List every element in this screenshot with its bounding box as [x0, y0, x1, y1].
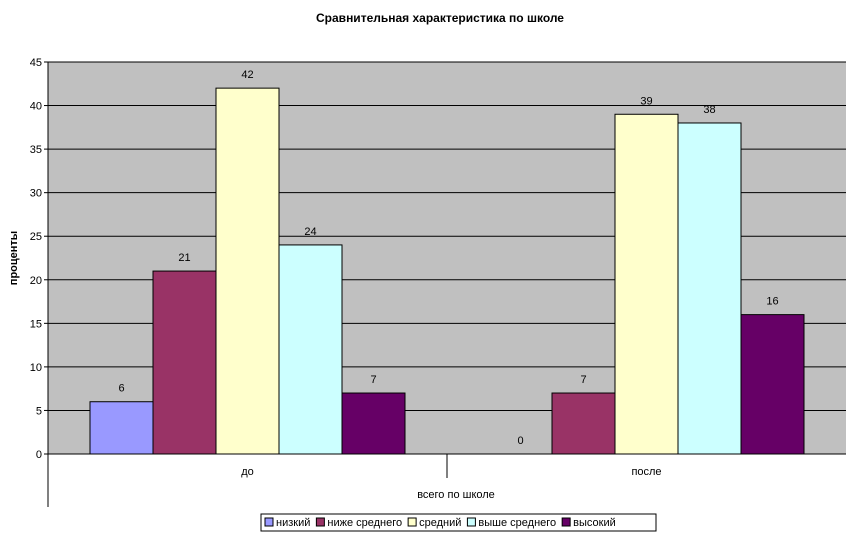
data-label: 0: [517, 435, 523, 447]
legend-box: [260, 513, 657, 532]
data-label: 6: [118, 383, 124, 395]
x-axis-group-label: всего по школе: [417, 489, 495, 501]
bar: [278, 244, 343, 455]
bar: [740, 314, 805, 455]
bar: [614, 113, 679, 455]
y-tick-label: 35: [30, 144, 42, 156]
data-label: 39: [640, 95, 652, 107]
data-label: 16: [766, 296, 778, 308]
bar: [341, 392, 406, 455]
legend-entry: средний: [419, 517, 461, 529]
data-labels: 6 21 42 24 7 0 7 39 38 16: [118, 69, 778, 447]
y-axis-ticks: 0 5 10 15 20 25 30 35 40 45: [30, 57, 48, 461]
legend-entry: ниже среднего: [327, 517, 402, 529]
y-tick-label: 45: [30, 57, 42, 69]
y-tick-label: 25: [30, 231, 42, 243]
y-tick-label: 15: [30, 318, 42, 330]
y-tick-label: 10: [30, 362, 42, 374]
bar: [677, 122, 742, 455]
legend: низкий ниже среднего средний выше среднего в…: [260, 513, 657, 532]
y-tick-label: 30: [30, 188, 42, 200]
data-label: 21: [178, 252, 190, 264]
legend-entry: низкий: [276, 517, 310, 529]
data-label: 7: [370, 374, 376, 386]
x-tick-label: до: [241, 466, 254, 478]
bar: [215, 87, 280, 455]
legend-swatch: [561, 517, 571, 527]
data-label: 24: [304, 226, 316, 238]
legend-swatch: [407, 517, 417, 527]
chart-title: Сравнительная характеристика по школе: [316, 11, 564, 25]
y-tick-label: 20: [30, 275, 42, 287]
y-tick-label: 0: [36, 449, 42, 461]
y-tick-label: 5: [36, 405, 42, 417]
x-axis: до после: [47, 62, 846, 507]
legend-entry: высокий: [573, 517, 616, 529]
bars: [89, 87, 805, 455]
bar: [152, 270, 217, 455]
legend-swatch: [315, 517, 325, 527]
legend-swatch: [264, 517, 274, 527]
y-tick-label: 40: [30, 101, 42, 113]
bar: [551, 392, 616, 455]
data-label: 38: [703, 104, 715, 116]
bar: [89, 401, 154, 455]
x-tick-label: после: [631, 466, 661, 478]
data-label: 7: [580, 374, 586, 386]
data-label: 42: [241, 69, 253, 81]
y-axis-label: проценты: [8, 231, 20, 285]
legend-entry: выше среднего: [478, 517, 556, 529]
legend-swatch: [466, 517, 476, 527]
